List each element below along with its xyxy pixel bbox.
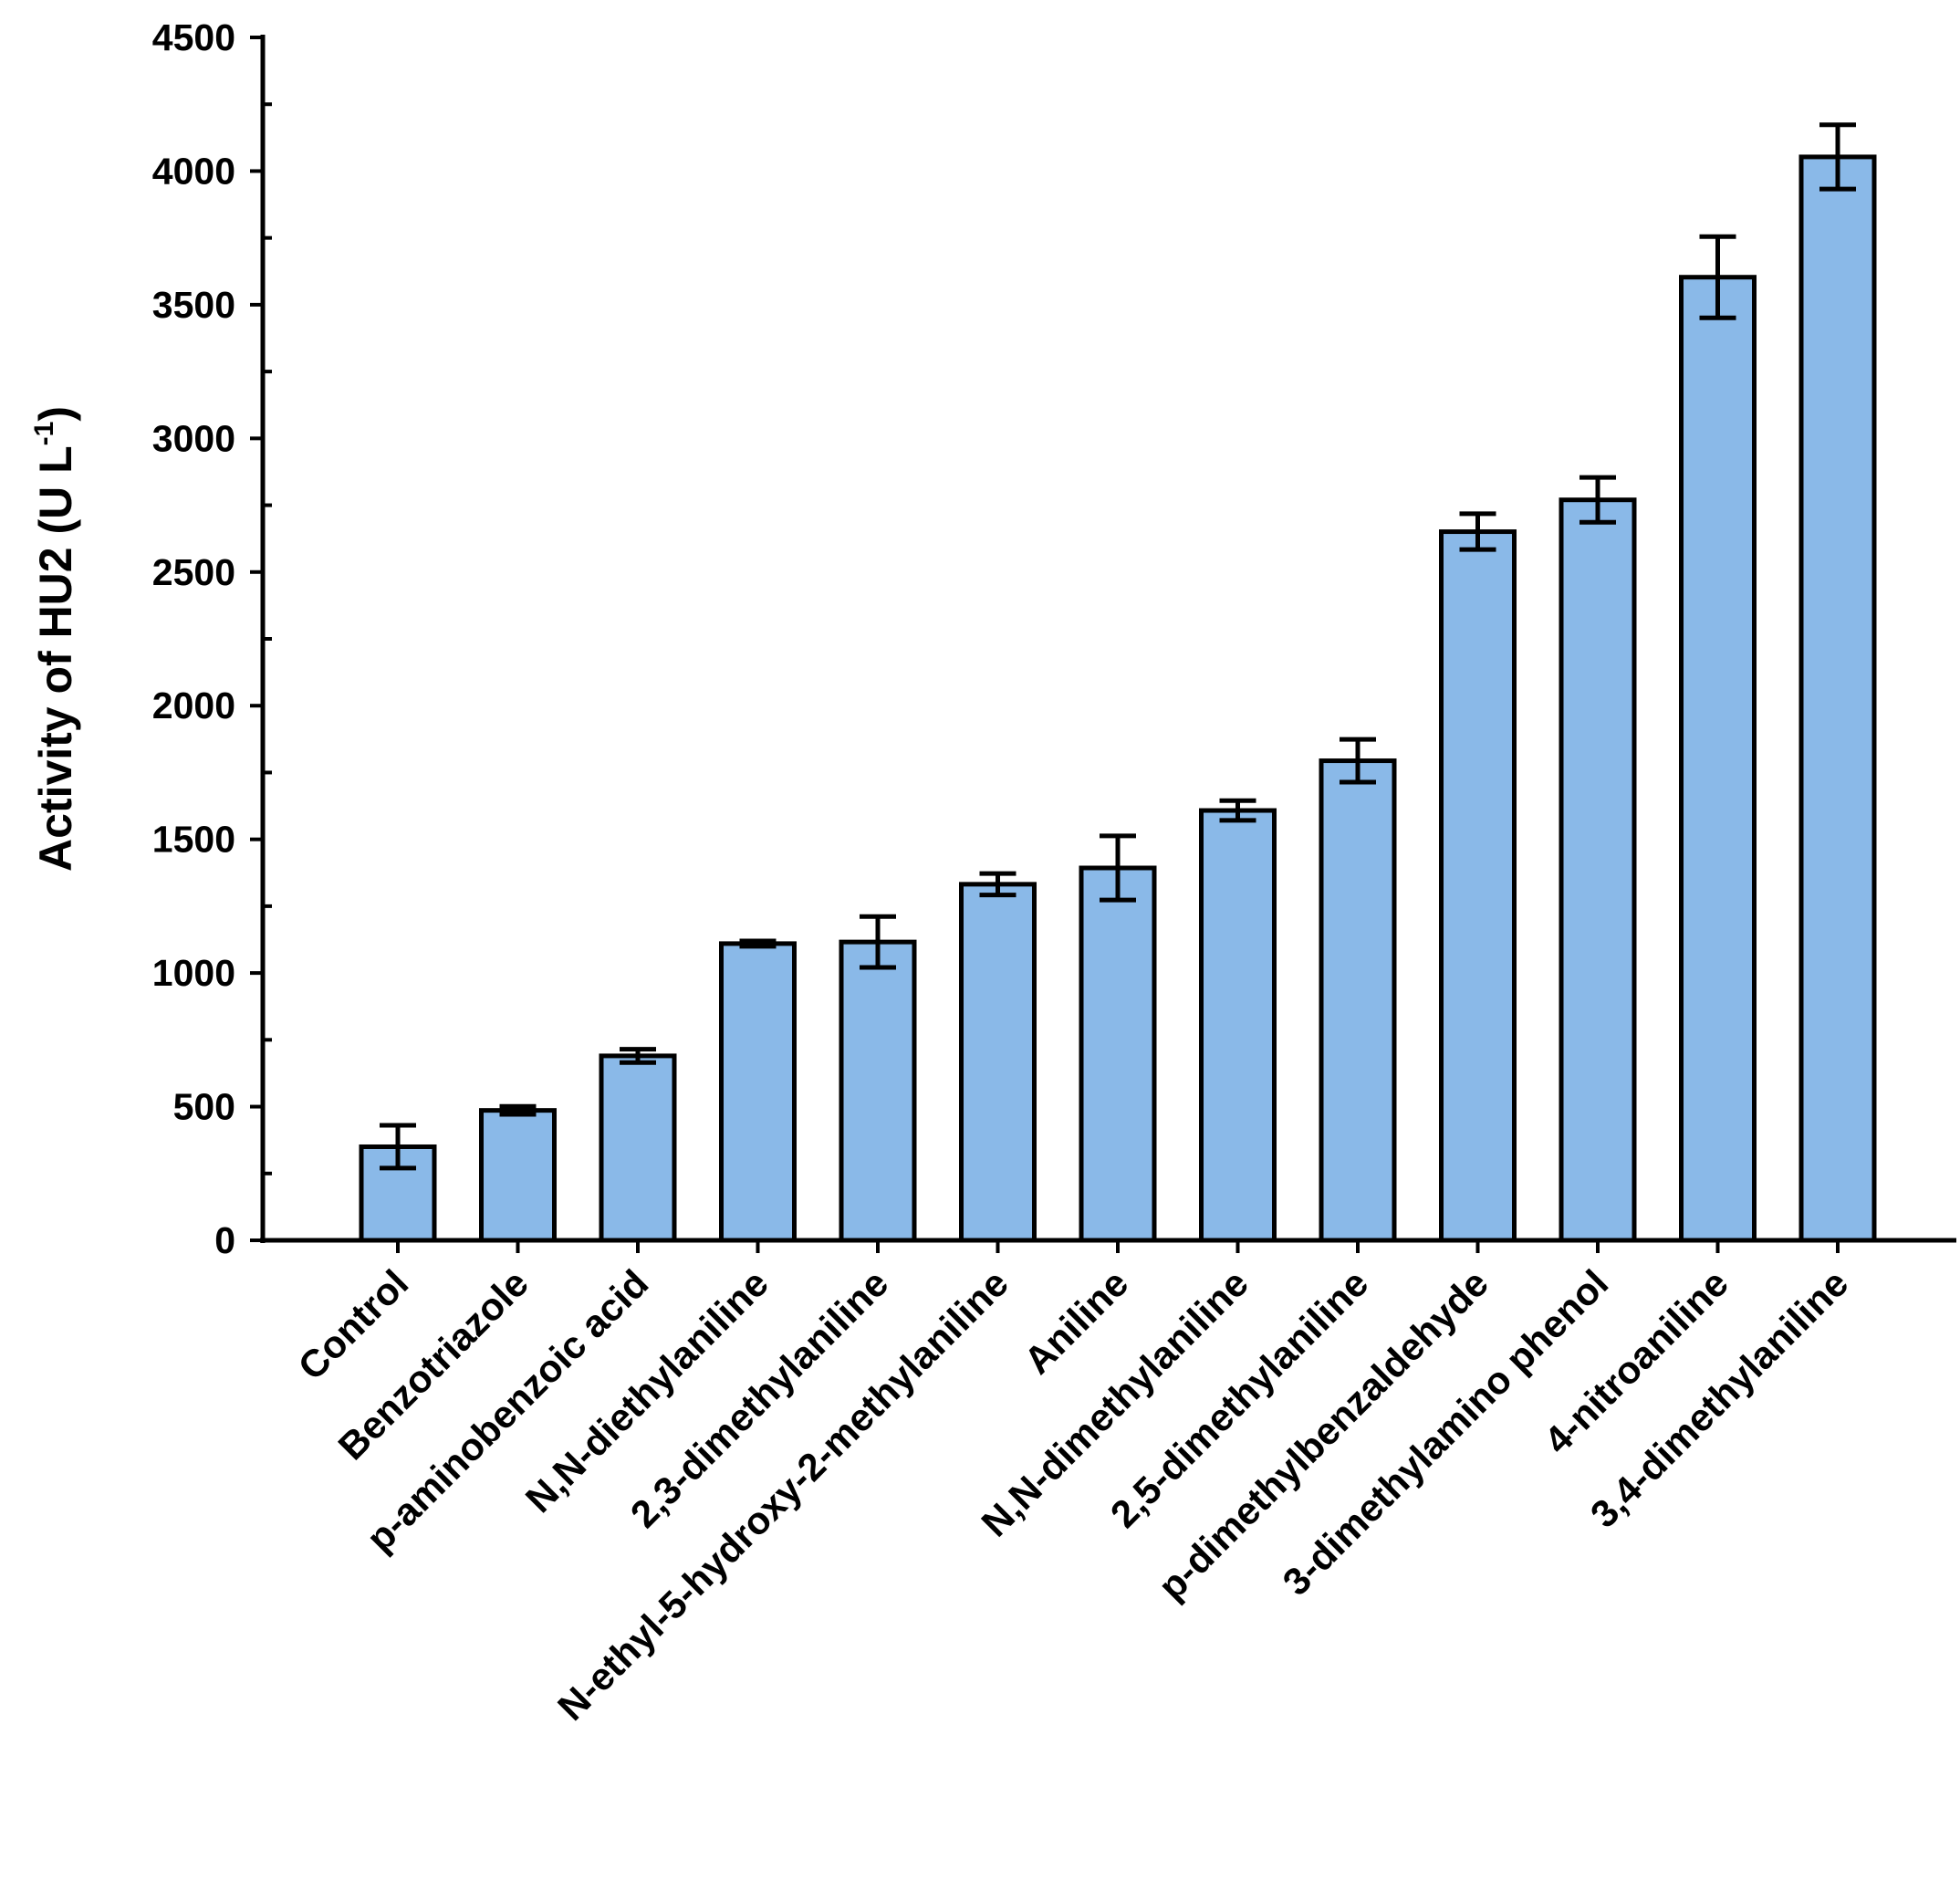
bar <box>1319 758 1397 1243</box>
y-tick-label: 3000 <box>152 417 235 459</box>
error-bar <box>380 1123 416 1171</box>
x-tick-label: Aniline <box>1016 1261 1136 1382</box>
error-bar <box>499 1103 537 1117</box>
y-tick-label: 4000 <box>152 150 235 192</box>
bar <box>1559 497 1637 1243</box>
y-tick-label: 2000 <box>152 684 235 726</box>
error-bar <box>1100 833 1136 903</box>
y-tick-label: 0 <box>214 1219 235 1261</box>
error-bar <box>979 871 1016 898</box>
bar <box>1199 808 1277 1243</box>
error-bar <box>1699 234 1736 320</box>
y-tick-label: 500 <box>173 1086 235 1128</box>
bar <box>959 882 1037 1243</box>
bar <box>719 941 797 1243</box>
error-bar <box>1579 475 1616 525</box>
y-axis-title-superscript: -1 <box>29 422 59 446</box>
error-bar <box>1819 122 1856 192</box>
y-axis-title: Activity of HU2 (U L-1) <box>29 406 81 872</box>
error-bar <box>739 938 777 949</box>
bar <box>599 1053 677 1243</box>
y-tick-label: 3500 <box>152 284 235 326</box>
x-tick-label: N-ethyl-5-hydroxy-2-methylaniline <box>549 1261 1016 1729</box>
bar <box>839 939 917 1243</box>
bars-layer <box>359 122 1877 1243</box>
y-tick-label: 1000 <box>152 952 235 994</box>
error-bar <box>1340 737 1376 785</box>
y-axis-title-close: ) <box>30 406 81 422</box>
error-bar <box>1219 798 1256 823</box>
error-bar <box>1459 511 1496 552</box>
error-bar <box>620 1047 656 1065</box>
bar <box>1079 865 1157 1243</box>
bar <box>1679 275 1757 1243</box>
y-tick-label: 1500 <box>152 819 235 861</box>
bar <box>1439 529 1517 1243</box>
y-tick-label: 4500 <box>152 16 235 58</box>
bar <box>479 1108 557 1243</box>
error-bar <box>860 914 896 970</box>
y-tick-label: 2500 <box>152 551 235 593</box>
bar <box>1798 154 1877 1243</box>
